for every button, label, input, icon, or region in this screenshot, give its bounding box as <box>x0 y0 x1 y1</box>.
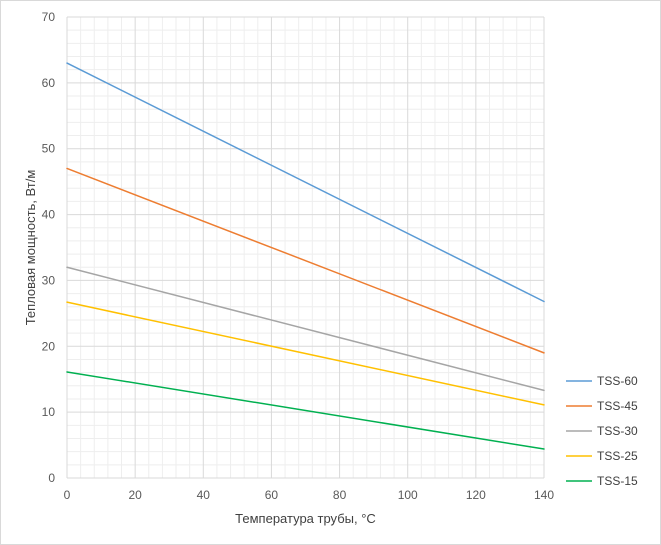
legend-item: TSS-45 <box>566 399 638 413</box>
x-tick-label: 20 <box>128 488 142 502</box>
y-tick-label: 0 <box>48 471 55 485</box>
series-line-tss-30 <box>66 266 545 392</box>
y-tick-label: 50 <box>42 142 56 156</box>
y-tick-label: 70 <box>42 10 56 24</box>
x-tick-label: 100 <box>398 488 418 502</box>
legend-label: TSS-45 <box>597 399 638 413</box>
x-tick-label: 40 <box>197 488 211 502</box>
y-tick-label: 60 <box>42 76 56 90</box>
major-gridlines <box>66 16 545 479</box>
legend-label: TSS-30 <box>597 424 638 438</box>
y-axis-title: Тепловая мощность, Вт/м <box>23 170 38 326</box>
y-tick-label: 40 <box>42 208 56 222</box>
x-tick-label: 120 <box>466 488 486 502</box>
y-tick-label: 10 <box>42 405 56 419</box>
series-line-tss-25 <box>66 301 545 406</box>
legend-label: TSS-60 <box>597 374 638 388</box>
x-tick-label: 0 <box>64 488 71 502</box>
minor-gridlines <box>67 17 544 478</box>
x-axis-title: Температура трубы, °С <box>235 511 376 526</box>
series-line-tss-60 <box>66 62 545 303</box>
legend-label: TSS-25 <box>597 449 638 463</box>
y-axis-tick-labels: 0 10 20 30 40 50 60 70 <box>42 10 56 485</box>
legend-item: TSS-15 <box>566 474 638 488</box>
series-line-tss-45 <box>66 167 545 354</box>
x-axis-tick-labels: 0 20 40 60 80 100 120 140 <box>64 488 555 502</box>
y-tick-label: 30 <box>42 273 56 287</box>
series-line-tss-15 <box>66 371 545 450</box>
legend-item: TSS-25 <box>566 449 638 463</box>
x-tick-label: 60 <box>265 488 279 502</box>
legend-item: TSS-60 <box>566 374 638 388</box>
series-lines <box>66 62 545 450</box>
legend: TSS-60 TSS-45 TSS-30 TSS-25 TSS-15 <box>566 374 638 488</box>
y-tick-label: 20 <box>42 339 56 353</box>
legend-item: TSS-30 <box>566 424 638 438</box>
x-tick-label: 140 <box>534 488 554 502</box>
legend-label: TSS-15 <box>597 474 638 488</box>
x-tick-label: 80 <box>333 488 347 502</box>
